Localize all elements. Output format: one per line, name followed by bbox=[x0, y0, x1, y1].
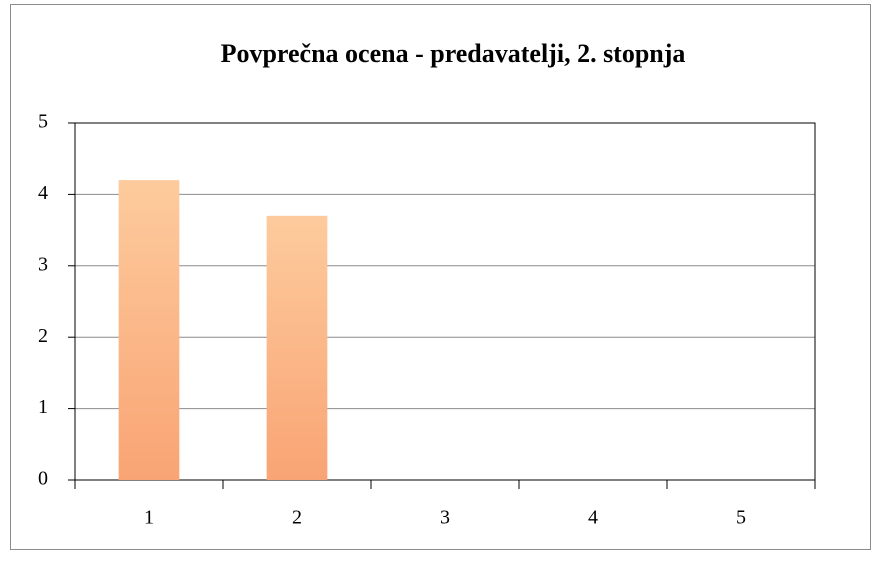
chart-title: Povprečna ocena - predavatelji, 2. stopn… bbox=[221, 39, 686, 68]
x-tick-label: 5 bbox=[736, 507, 746, 529]
y-tick-label: 1 bbox=[38, 396, 48, 418]
y-tick-label: 3 bbox=[38, 253, 48, 275]
x-tick-label: 2 bbox=[292, 507, 302, 529]
plot-border bbox=[74, 122, 816, 481]
x-tick-label: 4 bbox=[588, 507, 598, 529]
y-tick-label: 2 bbox=[38, 325, 48, 347]
x-tick-label: 1 bbox=[144, 507, 154, 529]
bar bbox=[118, 180, 180, 480]
y-tick-label: 4 bbox=[38, 182, 48, 204]
y-tick-label: 5 bbox=[38, 111, 48, 133]
x-tick-label: 3 bbox=[440, 507, 450, 529]
y-tick-label: 0 bbox=[38, 468, 48, 490]
bar bbox=[266, 215, 328, 480]
